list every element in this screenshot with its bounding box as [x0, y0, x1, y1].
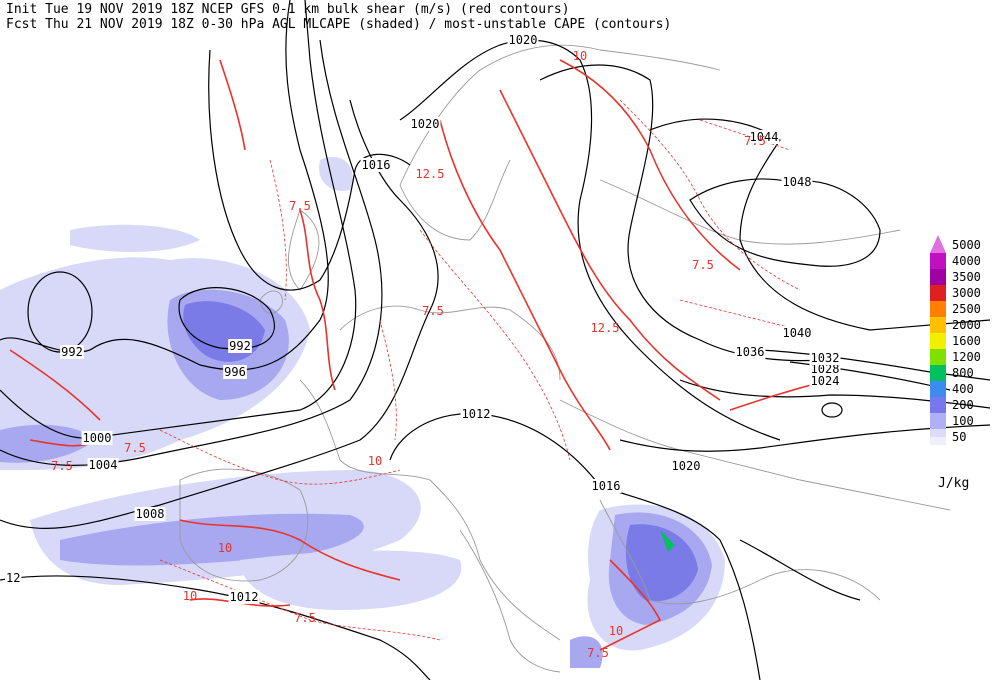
legend-swatch — [930, 317, 946, 333]
shear-label: 10 — [218, 541, 232, 555]
label-background — [409, 117, 441, 131]
legend-label: 400 — [952, 382, 974, 396]
label-background — [781, 326, 813, 340]
isobar-label: 1000 — [83, 431, 112, 445]
legend-swatch — [930, 285, 946, 301]
label-background — [360, 158, 392, 172]
label-background — [809, 374, 841, 388]
shear-label: 10 — [609, 624, 623, 638]
shear-label: 10 — [368, 454, 382, 468]
isobar-label: 992 — [61, 345, 83, 359]
label-background — [134, 507, 166, 521]
shear-label: 7.5 — [294, 611, 316, 625]
isobar-label: 1024 — [811, 374, 840, 388]
legend-label: 3000 — [952, 286, 981, 300]
shear-label: 7.5 — [692, 258, 714, 272]
isobar-label: 1012 — [230, 590, 259, 604]
shear-label: 7.5 — [289, 199, 311, 213]
shear-label: 10 — [183, 589, 197, 603]
legend-label: 800 — [952, 366, 974, 380]
shear-label: 7.5 — [744, 134, 766, 148]
isobar-label: 1004 — [89, 458, 118, 472]
legend-swatch — [930, 333, 946, 349]
legend-swatch — [930, 235, 946, 253]
isobar-label: 1044 — [750, 130, 779, 144]
isobar-label: 1036 — [736, 345, 765, 359]
legend-swatch — [930, 397, 946, 413]
label-background — [460, 407, 492, 421]
legend-label: 5000 — [952, 238, 981, 252]
shear-label: 12.5 — [416, 167, 445, 181]
legend-swatch — [930, 365, 946, 381]
legend-label: 50 — [952, 430, 966, 444]
isobar-label: 1020 — [672, 459, 701, 473]
legend-swatch — [930, 437, 946, 445]
legend-label: 1600 — [952, 334, 981, 348]
isobar-label: 12 — [6, 571, 20, 585]
shear-contours — [9, 59, 831, 651]
label-background — [81, 431, 113, 445]
legend-label: 100 — [952, 414, 974, 428]
isobar-label: 1008 — [136, 507, 165, 521]
label-background — [507, 33, 539, 47]
isobar-label: 992 — [229, 339, 251, 353]
shear-label: 7.5 — [124, 441, 146, 455]
legend-label: 3500 — [952, 270, 981, 284]
isobar-label: 1016 — [362, 158, 391, 172]
label-background — [734, 345, 766, 359]
forecast-line: Fcst Thu 21 NOV 2019 18Z 0-30 hPa AGL ML… — [6, 17, 671, 32]
label-background — [5, 571, 22, 585]
cape-legend: 5000 4000 3500 3000 2500 2000 1600 1200 800 400 20… — [930, 235, 981, 445]
label-background — [809, 362, 841, 376]
contour-labels: 992 9929961000100410081012101210161016102… — [5, 33, 841, 660]
legend-label: 4000 — [952, 254, 981, 268]
label-background — [809, 351, 841, 365]
label-background — [590, 479, 622, 493]
shear-label: 7.5 — [422, 304, 444, 318]
isobar-label: 996 — [224, 365, 246, 379]
isobar-label: 1048 — [783, 175, 812, 189]
legend-label: 200 — [952, 398, 974, 412]
legend-swatch — [930, 349, 946, 365]
isobar-label: 1016 — [592, 479, 621, 493]
legend-unit: J/kg — [938, 476, 969, 491]
shear-label: 7.5 — [51, 459, 73, 473]
label-background — [60, 345, 84, 359]
label-background — [87, 458, 119, 472]
legend-swatch — [930, 381, 946, 397]
cape-shading — [0, 156, 725, 668]
isobar-label: 1040 — [783, 326, 812, 340]
legend-label: 1200 — [952, 350, 981, 364]
shear-label: 12.5 — [591, 321, 620, 335]
legend-label: 2000 — [952, 318, 981, 332]
label-background — [228, 339, 252, 353]
shear-label: 10 — [573, 49, 587, 63]
legend-label: 2500 — [952, 302, 981, 316]
shear-label: 7.5 — [587, 646, 609, 660]
isobar-label: 1020 — [509, 33, 538, 47]
legend-swatch — [930, 269, 946, 285]
legend-swatch — [930, 413, 946, 429]
label-background — [748, 130, 780, 144]
isobar-label: 1028 — [811, 362, 840, 376]
label-background — [228, 590, 260, 604]
isobar-label: 1032 — [811, 351, 840, 365]
label-background — [781, 175, 813, 189]
init-line: Init Tue 19 NOV 2019 18Z NCEP GFS 0-1 km… — [6, 2, 570, 17]
isobar-label: 1020 — [411, 117, 440, 131]
isobar-label: 1012 — [462, 407, 491, 421]
label-background — [670, 459, 702, 473]
legend-swatch — [930, 253, 946, 269]
legend-swatch — [930, 301, 946, 317]
label-background — [223, 365, 247, 379]
